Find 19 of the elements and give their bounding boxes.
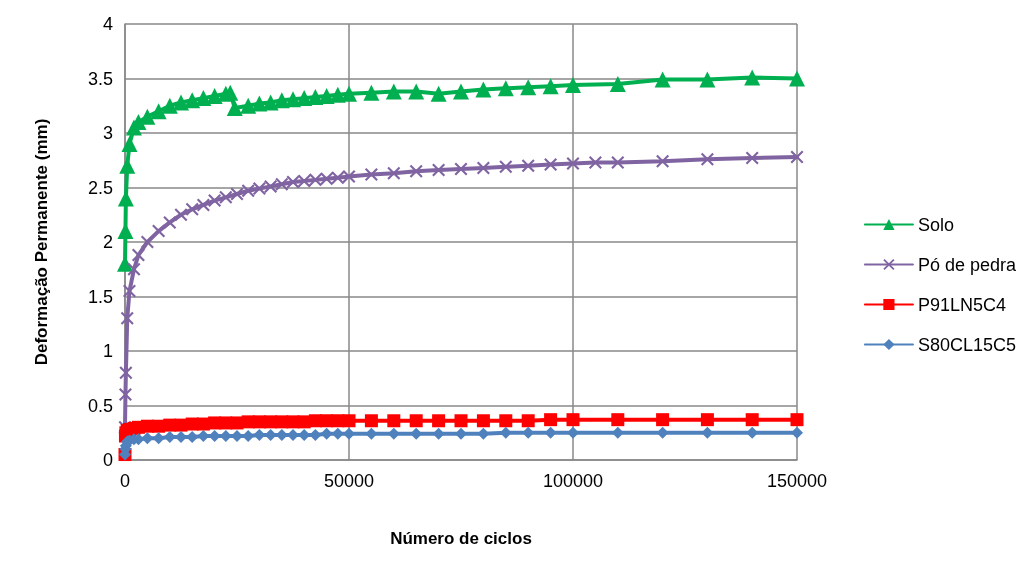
x-axis-title: Número de ciclos (390, 529, 532, 548)
y-tick-label: 1.5 (87, 286, 113, 307)
y-tick-label: 4 (102, 14, 113, 34)
legend-label: P91LN5C4 (917, 294, 1006, 315)
y-tick-label: 2.5 (87, 177, 113, 198)
legend-label: Solo (917, 214, 954, 235)
y-tick-label: 2 (102, 232, 113, 252)
x-tick-label: 50000 (323, 471, 375, 491)
x-tick-label: 0 (119, 471, 131, 491)
y-tick-label: 3 (102, 123, 113, 143)
x-tick-label: 100000 (542, 471, 604, 491)
y-axis-title: Deformação Permanente (mm) (32, 118, 51, 366)
y-tick-label: 1 (102, 341, 113, 361)
y-tick-label: 0.5 (87, 395, 113, 416)
x-tick-label: 150000 (766, 471, 828, 491)
legend-label: Pó de pedra (917, 254, 1017, 275)
y-tick-label: 3.5 (87, 68, 113, 89)
y-tick-label: 0 (102, 450, 113, 470)
legend-label: S80CL15C5 (917, 334, 1016, 355)
